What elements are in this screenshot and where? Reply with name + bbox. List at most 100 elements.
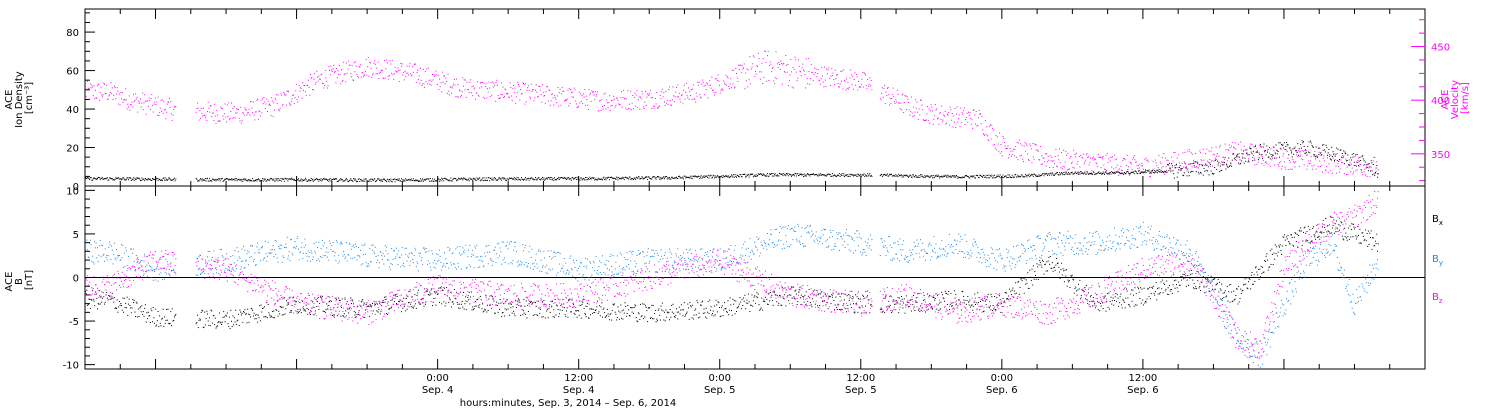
velocity-point [171,113,172,115]
density-point [1080,171,1082,173]
density-point [1289,147,1291,149]
density-point [133,179,135,181]
density-point [1205,169,1207,171]
velocity-point [586,99,588,101]
bx-point [274,303,276,305]
velocity-point [1154,172,1156,174]
bx-point [487,304,488,306]
density-point [1014,174,1016,176]
density-point [1039,175,1041,177]
velocity-point [713,92,715,94]
velocity-point [1183,166,1185,168]
velocity-point [1289,161,1291,163]
density-point [357,181,359,182]
density-point [241,179,243,180]
bx-point [659,319,661,321]
bx-point [797,301,799,303]
velocity-point [780,60,782,62]
velocity-point [953,115,955,117]
density-point [561,177,563,178]
bx-point [449,298,451,300]
density-point [1271,156,1273,158]
velocity-point [374,63,376,65]
density-point [255,179,257,180]
density-point [1303,146,1305,147]
velocity-axis-label-line2: Velocity [1450,80,1461,119]
velocity-point [613,98,615,100]
velocity-point [1246,149,1248,151]
velocity-point [1123,158,1125,160]
field-tick-label: -10 [63,361,79,372]
velocity-point [410,73,412,74]
velocity-point [1047,155,1049,157]
velocity-point [709,84,711,86]
bx-point [241,312,243,314]
velocity-point [506,93,507,95]
density-point [1114,172,1116,174]
velocity-point [1063,166,1065,168]
density-point [1215,158,1217,160]
velocity-point [500,94,502,96]
velocity-point [1077,161,1079,162]
density-point [301,180,303,182]
density-point [1100,172,1102,174]
density-point [377,178,378,180]
density-point [175,178,177,180]
velocity-point [666,102,668,104]
bx-point [267,317,268,319]
velocity-point [616,97,618,99]
density-point [1159,171,1161,173]
bx-point [472,309,474,311]
velocity-point [982,133,984,135]
velocity-point [512,88,514,90]
density-point [1275,144,1277,146]
bx-point [668,311,670,313]
bx-point [346,301,348,303]
density-point [573,178,575,180]
bx-point [313,314,315,316]
velocity-point [1226,163,1228,165]
density-point [633,177,635,179]
velocity-point [842,88,844,90]
velocity-point [165,118,167,120]
density-point [672,177,674,179]
velocity-point [396,71,398,73]
density-point [673,177,675,179]
bx-point [390,299,392,301]
velocity-point [649,92,651,94]
density-point [503,177,505,179]
velocity-point [951,113,953,114]
bx-point [658,308,660,310]
bx-point [331,314,333,316]
bx-point [370,306,372,308]
density-point [116,177,117,179]
velocity-point [329,69,330,71]
bx-point [233,324,235,326]
density-point [162,177,164,179]
density-point [477,178,479,180]
density-point [482,177,484,179]
velocity-point [264,108,266,109]
velocity-point [1056,165,1058,167]
velocity-point [1078,171,1079,173]
velocity-point [1343,155,1345,157]
bx-point [112,297,114,299]
density-point [838,173,840,175]
velocity-point [394,67,396,69]
density-point [607,176,609,178]
velocity-point [850,74,852,76]
density-point [307,180,309,182]
bx-point [501,312,503,314]
bx-point [706,317,708,319]
density-point [747,174,749,176]
bx-point [427,289,429,291]
bx-point [374,303,376,305]
bx-point [654,313,656,314]
velocity-point [937,117,939,119]
density-point [586,177,588,178]
velocity-point [1014,149,1016,151]
density-point [446,178,448,180]
bx-point [268,312,270,314]
bx-point [640,303,641,305]
bx-point [419,303,421,305]
